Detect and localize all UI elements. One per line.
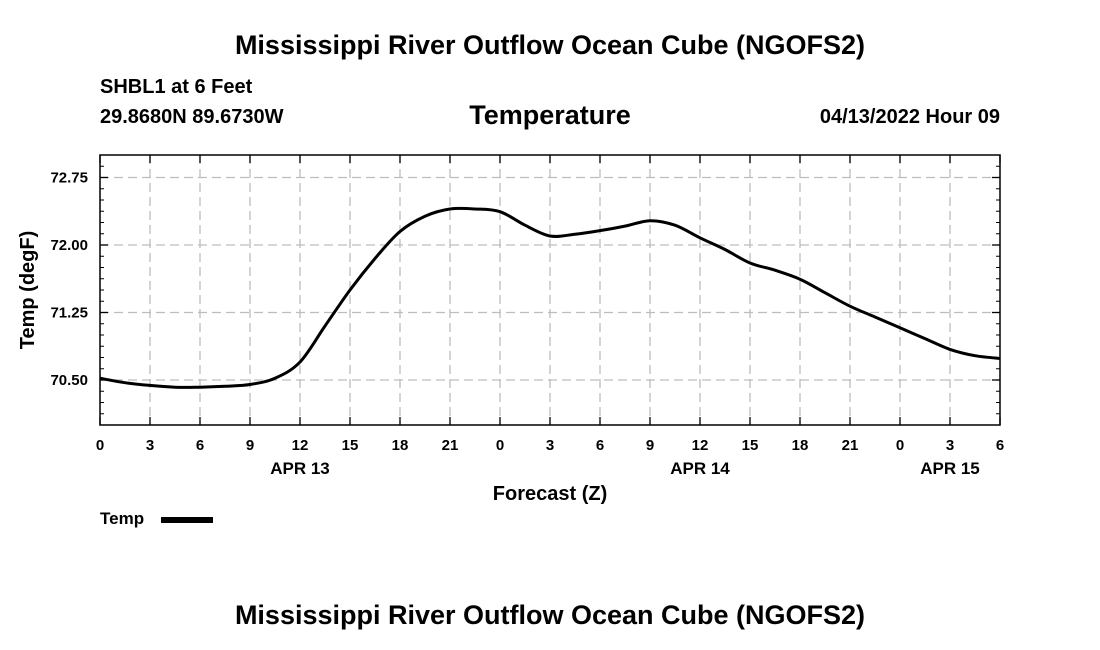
x-tick-label: 15 [342, 437, 359, 454]
x-tick-label: 0 [96, 437, 104, 454]
date-label: APR 13 [270, 459, 330, 478]
page-title-top: Mississippi River Outflow Ocean Cube (NG… [234, 30, 866, 60]
x-tick-label: 9 [246, 437, 254, 454]
x-tick-label: 12 [292, 437, 309, 454]
date-label: APR 15 [920, 459, 980, 478]
x-tick-label: 21 [842, 437, 859, 454]
x-tick-label: 6 [596, 437, 604, 454]
page-title-bottom: Mississippi River Outflow Ocean Cube (NG… [234, 600, 866, 630]
x-tick-label: 15 [742, 437, 759, 454]
plot-frame [99, 154, 1001, 426]
x-tick-label: 12 [692, 437, 709, 454]
x-tick-label: 18 [792, 437, 809, 454]
date-label: APR 14 [670, 459, 730, 478]
x-tick-label: 3 [546, 437, 554, 454]
y-tick-label: 70.50 [50, 372, 88, 389]
x-axis-label: Forecast (Z) [493, 483, 607, 505]
y-tick-label: 72.75 [50, 170, 88, 187]
x-tick-label: 6 [996, 437, 1004, 454]
x-tick-label: 3 [146, 437, 154, 454]
x-tick-label: 0 [496, 437, 504, 454]
chart-subtitle: Temperature [469, 100, 631, 130]
forecast-datetime: 04/13/2022 Hour 09 [819, 106, 1000, 128]
x-tick-label: 18 [392, 437, 409, 454]
series-line-temp [99, 206, 1001, 389]
y-tick-label: 71.25 [50, 305, 88, 322]
coordinates-label: 29.8680N 89.6730W [100, 106, 284, 128]
x-tick-label: 6 [196, 437, 204, 454]
legend-label: Temp [100, 509, 145, 528]
x-tick-label: 21 [442, 437, 459, 454]
x-tick-label: 3 [946, 437, 954, 454]
x-tick-label: 0 [896, 437, 904, 454]
legend-swatch [161, 517, 213, 523]
station-label: SHBL1 at 6 Feet [100, 76, 253, 98]
x-tick-label: 9 [646, 437, 654, 454]
y-axis-label: Temp (degF) [17, 231, 39, 350]
y-tick-label: 72.00 [50, 237, 88, 254]
